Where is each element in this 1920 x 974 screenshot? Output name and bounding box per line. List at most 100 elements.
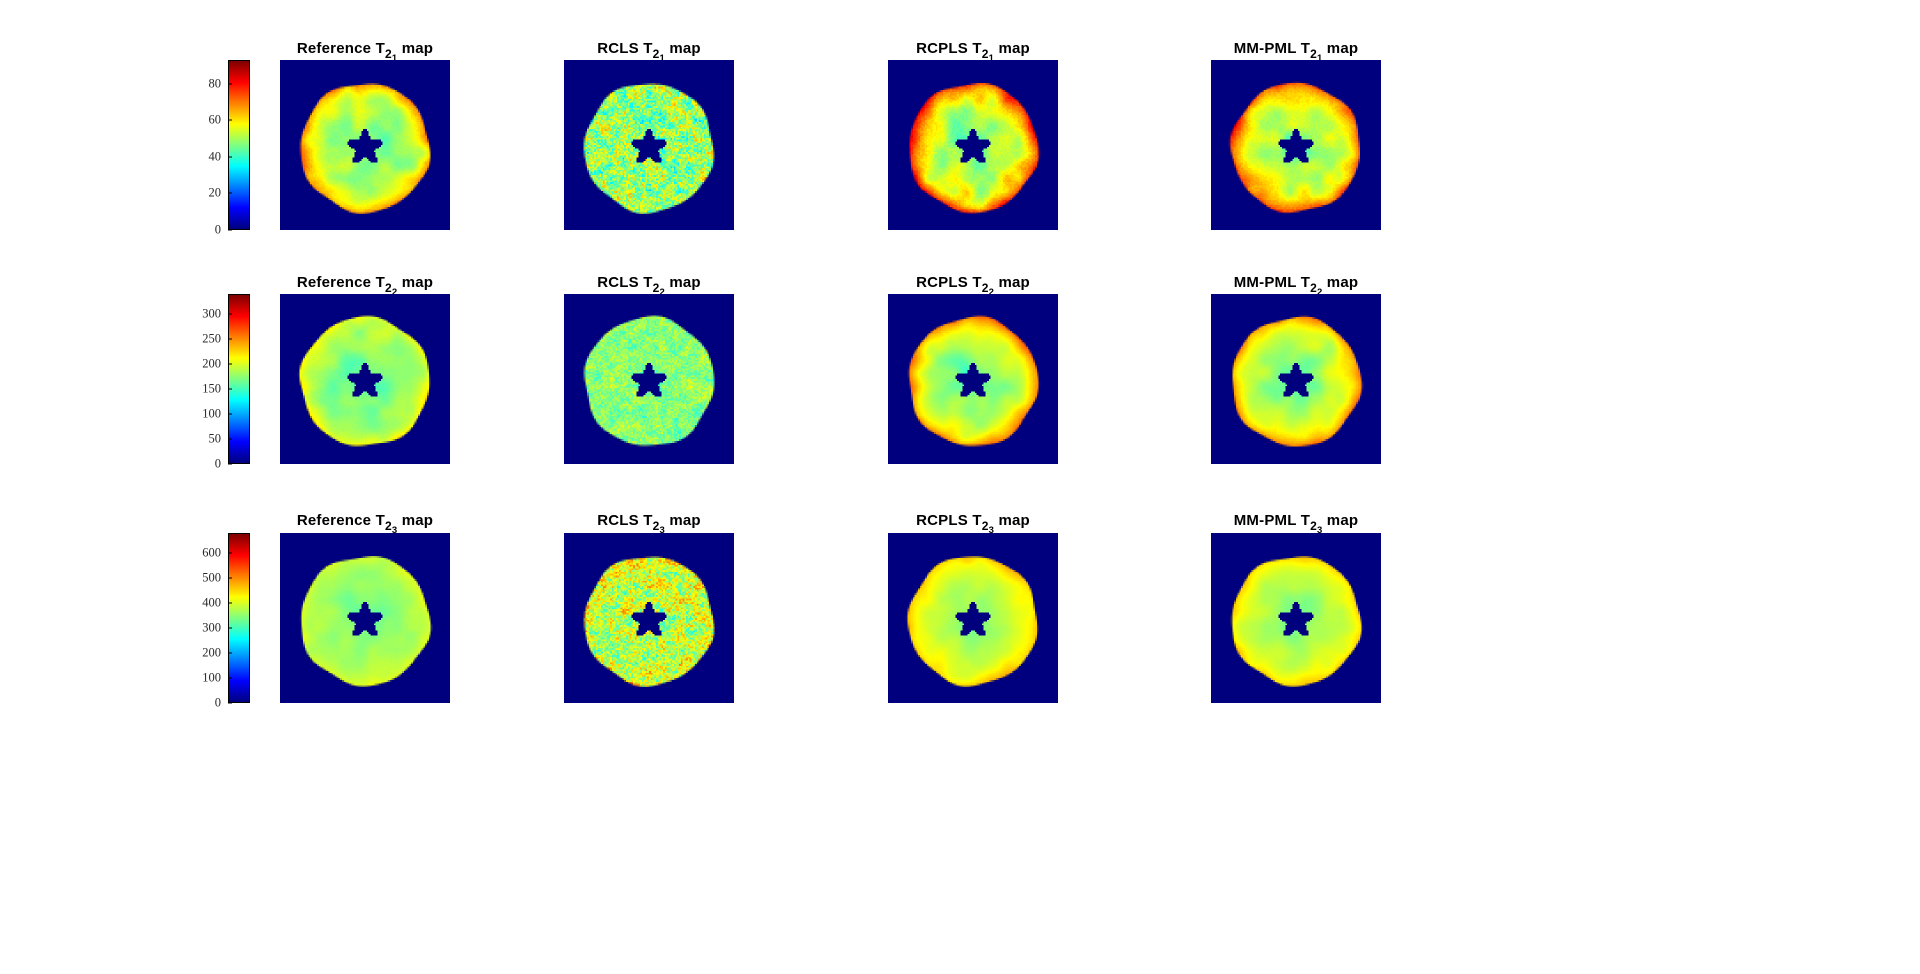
colorbar-tick-label: 100 (202, 406, 221, 421)
panel-title-subscript: 21 (652, 46, 665, 64)
panel-title-method: Reference (296, 40, 372, 57)
panel-title-p-1-2: RCPLS T22 map (916, 274, 1030, 298)
panel-title-subscript-index: 3 (1316, 524, 1323, 536)
panel-title-subscript-index: 3 (391, 524, 398, 536)
panel-title-suffix: map (1326, 274, 1359, 291)
map-axes-p-1-3 (1211, 294, 1381, 464)
colorbar-t2_2: 0 50 100 150 200 250 300 (202, 294, 250, 471)
panel-title-method: MM-PML (1233, 512, 1297, 529)
colorbar-tick-label: 500 (202, 570, 221, 585)
colorbar-tick-label: 250 (202, 331, 221, 346)
panel-title-symbol: T (1300, 274, 1311, 291)
colorbar-tick-mark (228, 156, 232, 158)
colorbar-ticks-t2_2: 0 50 100 150 200 250 300 (168, 294, 232, 471)
colorbar-tick-label: 600 (202, 545, 221, 560)
colorbar-tick-mark (228, 119, 232, 121)
panel-title-subscript-main: 2 (384, 46, 392, 61)
colorbar-gradient-t2_1 (228, 60, 250, 230)
panel-title-p-1-1: RCLS T22 map (597, 274, 701, 298)
panel-title-symbol: T (1300, 512, 1311, 529)
map-axes-p-0-2 (888, 60, 1058, 230)
colorbar-t2_3: 0 100 200 300 400 500 600 (202, 533, 250, 710)
panel-title-subscript-main: 2 (1310, 518, 1317, 533)
map-axes-p-2-1 (564, 533, 734, 703)
colorbar-t2_1: 0 20 40 60 80 (209, 60, 250, 237)
panel-title-method: Reference (296, 274, 372, 291)
panel-title-suffix: map (401, 512, 434, 529)
panel-title-subscript: 21 (981, 46, 994, 64)
colorbar-tick-label: 40 (208, 149, 222, 164)
panel-title-subscript-main: 2 (384, 518, 392, 533)
colorbar-tick-label: 200 (202, 645, 221, 660)
panel-title-subscript: 22 (385, 281, 398, 298)
map-image-p-1-3 (1211, 294, 1381, 464)
panel-title-p-0-1: RCLS T21 map (597, 40, 701, 64)
map-image-p-0-2 (888, 60, 1058, 230)
panel-title-method: RCPLS (916, 512, 968, 529)
colorbar-tick-label: 300 (202, 620, 221, 635)
panel-title-suffix: map (998, 274, 1030, 291)
map-axes-p-1-2 (888, 294, 1058, 464)
map-axes-p-0-3 (1211, 60, 1381, 230)
panel-title-subscript-main: 2 (652, 280, 660, 295)
panel-title-suffix: map (401, 40, 434, 57)
colorbar-tick-mark (228, 192, 232, 194)
panel-title-symbol: T (643, 274, 653, 291)
map-axes-p-2-3 (1211, 533, 1381, 703)
colorbar-ticks-t2_1: 0 20 40 60 80 (168, 60, 232, 237)
map-axes-p-2-2 (888, 533, 1058, 703)
colorbar-tick-mark (228, 313, 232, 315)
map-axes-p-1-1 (564, 294, 734, 464)
panel-title-symbol: T (643, 40, 653, 57)
colorbar-tick-label: 50 (208, 431, 222, 446)
panel-title-subscript-index: 2 (391, 286, 398, 298)
panel-title-subscript-index: 2 (1316, 286, 1323, 298)
panel-title-subscript-main: 2 (981, 46, 989, 61)
panel-title-subscript-main: 2 (1310, 280, 1317, 295)
panel-title-subscript: 22 (1310, 280, 1323, 298)
colorbar-tick-label: 0 (214, 222, 221, 237)
panel-title-subscript-index: 2 (988, 286, 995, 298)
colorbar-tick-label: 150 (202, 381, 221, 396)
panel-title-subscript-index: 3 (988, 524, 995, 536)
colorbar-tick-mark (228, 463, 232, 465)
panel-title-subscript: 22 (982, 281, 995, 298)
map-image-p-1-2 (888, 294, 1058, 464)
panel-title-method: RCPLS (916, 274, 968, 291)
panel-title-method: RCLS (597, 40, 639, 57)
panel-title-symbol: T (972, 512, 982, 529)
panel-title-subscript: 22 (652, 280, 665, 298)
colorbar-ticks-t2_3: 0 100 200 300 400 500 600 (168, 533, 232, 710)
panel-title-method: Reference (296, 512, 372, 529)
panel-title-subscript-main: 2 (652, 518, 660, 533)
panel-title-subscript-index: 3 (659, 524, 665, 536)
panel-title-suffix: map (669, 40, 701, 57)
colorbar-tick-label: 300 (202, 306, 221, 321)
map-axes-p-2-0 (280, 533, 450, 703)
panel-title-symbol: T (643, 512, 653, 529)
panel-title-p-2-1: RCLS T23 map (597, 512, 701, 536)
panel-title-symbol: T (375, 512, 385, 529)
panel-title-subscript: 21 (1310, 47, 1322, 64)
map-image-p-1-0 (280, 294, 450, 464)
panel-title-suffix: map (1326, 40, 1359, 57)
colorbar-tick-mark (228, 413, 232, 415)
colorbar-tick-mark (228, 652, 232, 654)
panel-title-suffix: map (669, 274, 701, 291)
colorbar-tick-label: 20 (208, 185, 222, 200)
colorbar-tick-mark (228, 388, 232, 390)
colorbar-tick-mark (228, 338, 232, 340)
panel-title-symbol: T (972, 274, 982, 291)
colorbar-tick-mark (228, 363, 232, 365)
colorbar-tick-label: 0 (214, 456, 221, 471)
panel-title-method: RCLS (597, 512, 639, 529)
panel-title-symbol: T (972, 40, 982, 57)
panel-title-p-0-0: Reference T21 map (297, 40, 433, 64)
colorbar-gradient-t2_2 (228, 294, 250, 464)
panel-title-subscript: 23 (652, 518, 665, 536)
colorbar-tick-mark (228, 677, 232, 679)
panel-title-subscript-main: 2 (652, 46, 660, 61)
panel-title-subscript-index: 2 (659, 286, 665, 298)
colorbar-tick-label: 200 (202, 356, 221, 371)
